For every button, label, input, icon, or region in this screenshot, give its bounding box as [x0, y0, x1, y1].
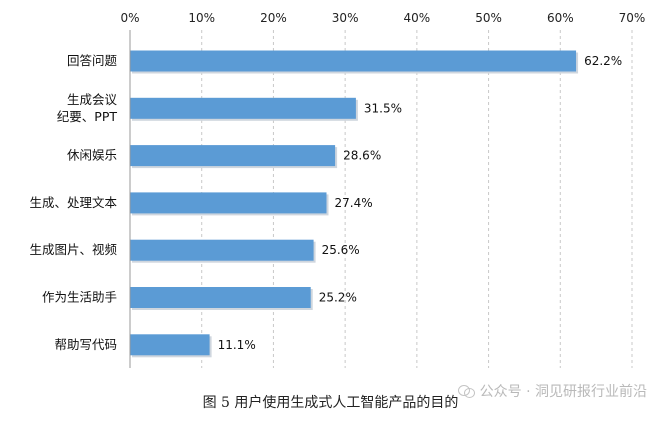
- x-tick-label: 10%: [188, 11, 215, 25]
- x-tick-label: 50%: [475, 11, 502, 25]
- x-tick-label: 40%: [404, 11, 431, 25]
- bar: [130, 287, 311, 308]
- bar: [130, 97, 356, 119]
- x-tick-label: 60%: [547, 11, 574, 25]
- x-axis-ticks: 0% 10% 20% 30% 40% 50% 60% 70%: [120, 11, 645, 25]
- x-tick-label: 70%: [619, 11, 646, 25]
- data-labels: 62.2% 31.5% 28.6% 27.4% 25.6% 25.2% 11.1%: [218, 54, 623, 352]
- bar: [130, 334, 210, 356]
- x-tick-label: 0%: [120, 11, 139, 25]
- data-label: 31.5%: [364, 101, 402, 115]
- data-label: 28.6%: [343, 149, 381, 163]
- x-tick-label: 20%: [260, 11, 287, 25]
- category-label: 休闲娱乐: [67, 148, 117, 163]
- watermark-text: 公众号 · 洞见研报行业前沿: [479, 384, 647, 400]
- category-label: 纪要、PPT: [57, 109, 118, 124]
- wechat-icon: [457, 384, 476, 398]
- data-label: 25.2%: [319, 291, 357, 305]
- bar: [130, 145, 336, 167]
- category-label: 生成图片、视频: [29, 242, 117, 257]
- bar: [130, 192, 327, 214]
- x-tick-label: 30%: [332, 11, 359, 25]
- bars: [130, 50, 579, 358]
- category-label: 生成会议: [67, 92, 118, 107]
- bar: [130, 239, 314, 261]
- category-label: 帮助写代码: [54, 337, 117, 352]
- category-label: 回答问题: [67, 53, 118, 68]
- data-label: 27.4%: [334, 196, 372, 210]
- data-label: 11.1%: [218, 338, 256, 352]
- bar: [130, 50, 577, 72]
- category-label: 生成、处理文本: [29, 195, 117, 210]
- watermark: 公众号 · 洞见研报行业前沿: [457, 381, 647, 401]
- category-label: 作为生活助手: [42, 290, 117, 305]
- data-label: 25.6%: [322, 243, 360, 257]
- data-label: 62.2%: [584, 54, 622, 68]
- figure-caption: 图 5 用户使用生成式人工智能产品的目的: [202, 395, 459, 411]
